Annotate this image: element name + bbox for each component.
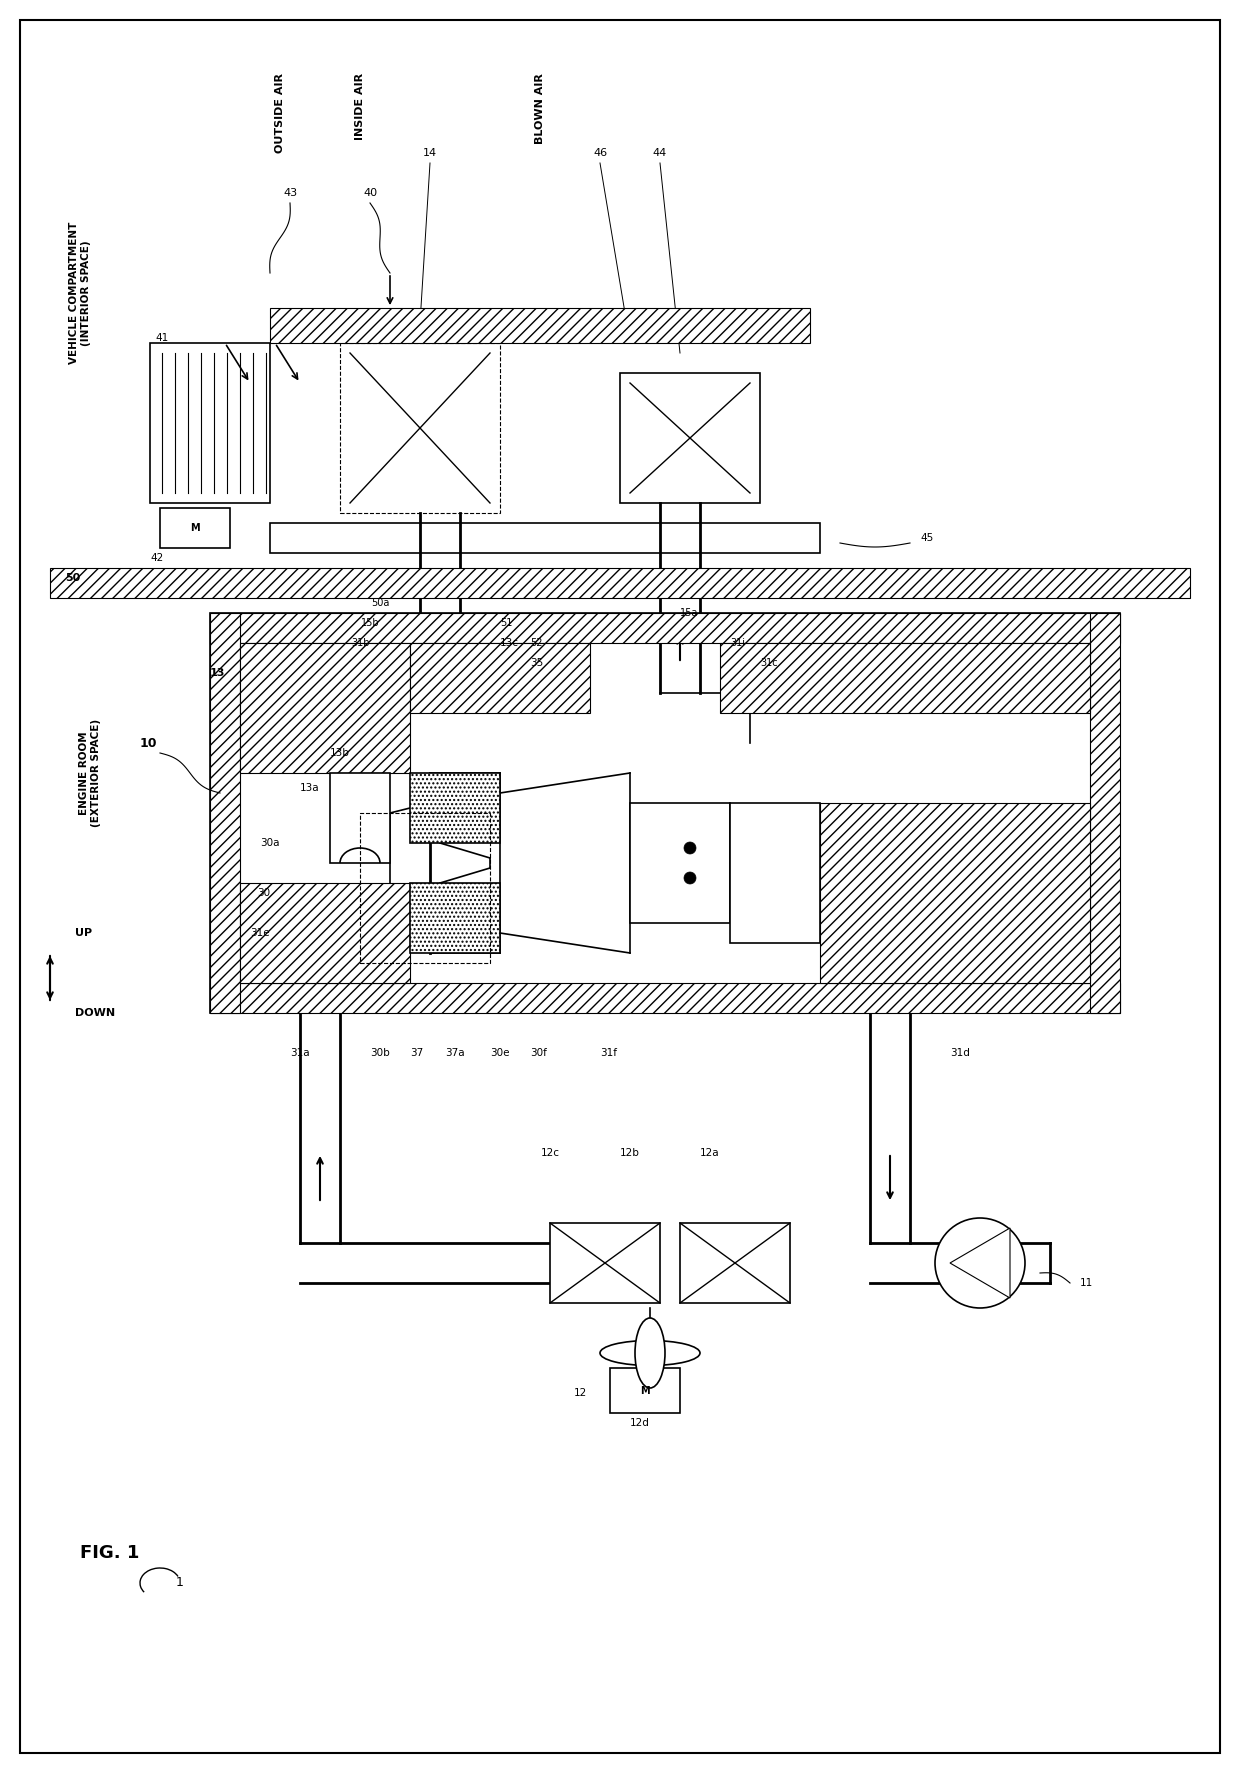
Text: UP: UP [74, 927, 92, 938]
Text: 30e: 30e [490, 1048, 510, 1058]
Text: 46: 46 [593, 147, 608, 158]
Bar [630, 803, 730, 924]
Bar [270, 309, 810, 342]
Bar [210, 613, 1120, 1012]
Text: 12: 12 [573, 1388, 587, 1397]
Text: 14: 14 [423, 147, 436, 158]
Bar [610, 1369, 680, 1413]
Text: 13c: 13c [500, 638, 520, 647]
Text: 10: 10 [140, 736, 157, 750]
Text: 31f: 31f [600, 1048, 618, 1058]
Bar [410, 773, 500, 842]
Bar [241, 883, 410, 982]
Text: 30a: 30a [260, 839, 280, 847]
Text: 31e: 31e [250, 927, 270, 938]
Text: 13b: 13b [330, 748, 350, 759]
Bar [551, 1223, 660, 1303]
Text: 13a: 13a [300, 784, 320, 793]
Text: 1: 1 [176, 1576, 184, 1590]
Bar [820, 803, 1090, 982]
Bar [50, 567, 1190, 598]
Text: 35: 35 [529, 658, 543, 668]
Text: 31c: 31c [760, 658, 777, 668]
Text: 13: 13 [210, 668, 224, 677]
Bar [330, 773, 391, 863]
Bar [680, 1223, 790, 1303]
Text: 52: 52 [529, 638, 543, 647]
Circle shape [684, 842, 696, 855]
Text: 37a: 37a [445, 1048, 465, 1058]
Text: 31i: 31i [730, 638, 745, 647]
Text: 43: 43 [283, 188, 298, 199]
Text: INSIDE AIR: INSIDE AIR [355, 73, 365, 140]
Text: FIG. 1: FIG. 1 [81, 1544, 139, 1562]
Text: M: M [190, 523, 200, 534]
Text: VEHICLE COMPARTMENT
(INTERIOR SPACE): VEHICLE COMPARTMENT (INTERIOR SPACE) [69, 222, 91, 363]
Text: 31d: 31d [950, 1048, 970, 1058]
Text: 45: 45 [920, 534, 934, 543]
Ellipse shape [600, 1340, 701, 1365]
Text: 41: 41 [155, 333, 169, 342]
Text: BLOWN AIR: BLOWN AIR [534, 73, 546, 144]
Text: 37: 37 [410, 1048, 423, 1058]
Circle shape [684, 872, 696, 885]
Text: ENGINE ROOM
(EXTERIOR SPACE): ENGINE ROOM (EXTERIOR SPACE) [79, 718, 100, 826]
Text: OUTSIDE AIR: OUTSIDE AIR [275, 73, 285, 152]
Bar [160, 509, 229, 548]
Text: 15a: 15a [680, 608, 698, 619]
Text: 12c: 12c [541, 1147, 559, 1158]
Text: 30f: 30f [529, 1048, 547, 1058]
Text: 50: 50 [64, 573, 81, 583]
Text: 40: 40 [363, 188, 377, 199]
Text: 12d: 12d [630, 1418, 650, 1427]
Bar [210, 613, 241, 1012]
Text: M: M [640, 1386, 650, 1395]
Text: 44: 44 [653, 147, 667, 158]
Text: 30: 30 [257, 888, 270, 897]
Bar [210, 982, 1120, 1012]
Text: 12a: 12a [701, 1147, 719, 1158]
Bar [410, 883, 500, 954]
Bar [150, 342, 270, 504]
Text: 12b: 12b [620, 1147, 640, 1158]
Circle shape [935, 1218, 1025, 1308]
Polygon shape [950, 1229, 1011, 1298]
Bar [620, 372, 760, 504]
Text: 50a: 50a [372, 598, 391, 608]
Bar [270, 523, 820, 553]
Bar [720, 644, 1090, 713]
Text: 42: 42 [150, 553, 164, 564]
Ellipse shape [635, 1317, 665, 1388]
Text: 31a: 31a [290, 1048, 310, 1058]
Text: 30b: 30b [370, 1048, 389, 1058]
Text: 15b: 15b [361, 619, 379, 628]
Bar [730, 803, 820, 943]
Text: 31b: 31b [351, 638, 370, 647]
Bar [410, 644, 590, 713]
Text: 51: 51 [500, 619, 512, 628]
Text: DOWN: DOWN [74, 1009, 115, 1018]
Text: 11: 11 [1080, 1278, 1094, 1287]
Bar [1090, 613, 1120, 1012]
Bar [210, 613, 1120, 644]
Bar [360, 814, 490, 963]
Bar [241, 644, 410, 773]
Bar [340, 342, 500, 512]
